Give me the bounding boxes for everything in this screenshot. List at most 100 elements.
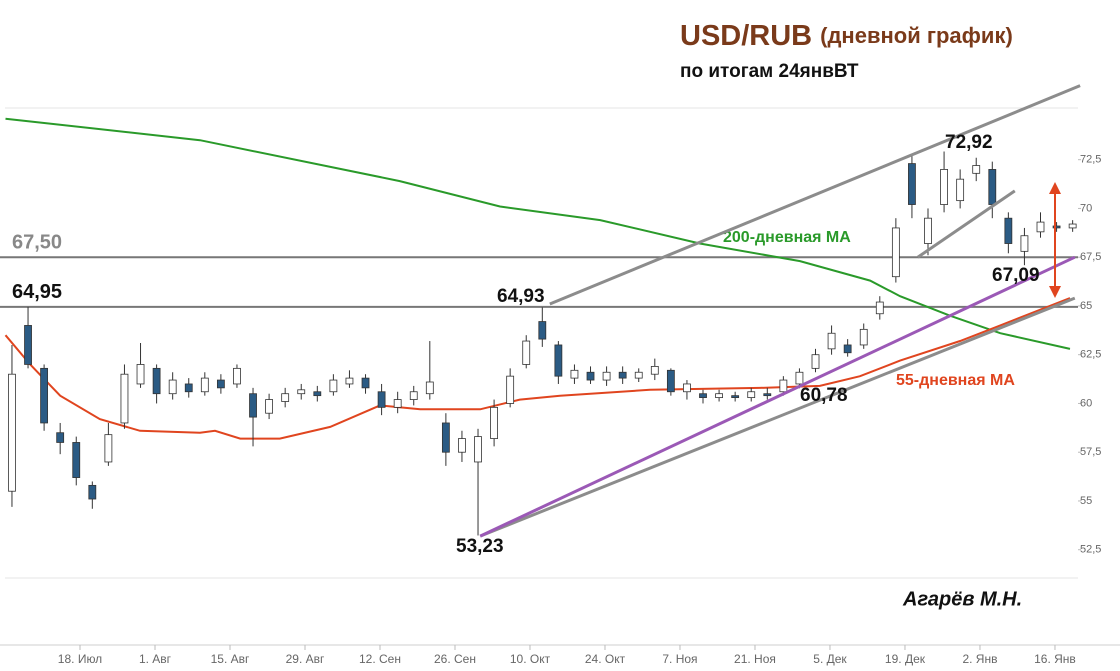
candle-body — [827, 332, 836, 350]
candle-body — [811, 354, 820, 369]
x-tick-label: 29. Авг — [286, 652, 325, 666]
candle-body — [843, 344, 852, 354]
candle-body — [763, 393, 772, 397]
level-label: 67,50 — [12, 231, 62, 253]
candle-body — [249, 393, 257, 418]
x-tick-label: 7. Ноя — [662, 652, 697, 666]
moving-average — [4, 297, 1071, 440]
candle-body — [458, 438, 466, 453]
candle-body — [586, 371, 595, 381]
candle-body — [72, 442, 81, 478]
candle-body — [377, 391, 386, 408]
candle-body — [650, 366, 659, 375]
candle-body — [329, 379, 338, 393]
candle-body — [474, 436, 482, 463]
x-tick-label: 2. Янв — [962, 652, 997, 666]
candle-body — [233, 367, 241, 385]
candle-body — [120, 373, 129, 424]
candle-body — [1052, 225, 1061, 229]
candle-body — [522, 340, 531, 365]
candle-body — [666, 369, 675, 393]
price-annotation: 64,93 — [497, 286, 545, 307]
candle-body — [104, 434, 113, 463]
chart-title: USD/RUB (дневной график) — [680, 20, 1013, 52]
candle-body — [1020, 235, 1029, 252]
candle-body — [56, 432, 65, 443]
candle-body — [88, 484, 97, 500]
y-tick-label: 52,5 — [1080, 544, 1101, 556]
candle-body — [618, 371, 627, 379]
trend-line — [549, 84, 1081, 306]
trend-line — [479, 296, 1076, 538]
candle-body — [490, 406, 498, 439]
y-tick-label: 62,5 — [1080, 349, 1101, 361]
candle-body — [136, 364, 145, 385]
x-tick-label: 10. Окт — [510, 652, 551, 666]
candle-body — [409, 391, 418, 400]
candle-body — [152, 367, 161, 395]
candle-body — [715, 393, 723, 399]
price-annotation: 53,23 — [456, 536, 504, 557]
y-tick-label: 55 — [1080, 495, 1092, 507]
x-tick-label: 12. Сен — [359, 652, 401, 666]
author: Агарёв М.Н. — [902, 588, 1022, 610]
candle-body — [634, 371, 643, 379]
price-annotation: 72,92 — [945, 132, 993, 153]
candle-body — [779, 379, 788, 393]
candle-body — [940, 169, 948, 205]
candle-body — [699, 393, 707, 399]
x-tick-label: 26. Сен — [434, 652, 476, 666]
candle-body — [795, 371, 804, 385]
x-tick-label: 5. Дек — [813, 652, 847, 666]
candle-body — [1036, 221, 1045, 233]
candle-body — [891, 227, 900, 278]
candle-body — [683, 383, 691, 393]
subtitle: по итогам 24янвВТ — [680, 61, 859, 82]
candle-body — [40, 367, 49, 424]
candle-body — [8, 373, 16, 492]
candle-body — [747, 391, 756, 399]
price-annotation: 60,78 — [800, 385, 848, 406]
candle-body — [265, 399, 273, 414]
title-note: (дневной график) — [820, 23, 1013, 48]
candle-body — [570, 369, 579, 379]
candle-body — [168, 379, 177, 395]
candle-body — [441, 422, 450, 453]
candle-body — [956, 178, 965, 202]
y-tick-label: 70 — [1080, 202, 1092, 214]
candle-body — [538, 321, 547, 340]
x-tick-label: 15. Авг — [211, 652, 250, 666]
candle-body — [184, 383, 193, 393]
candle-body — [924, 217, 932, 244]
candle-body — [506, 375, 515, 404]
range-arrow — [1049, 182, 1061, 298]
candle-body — [908, 163, 916, 205]
title-main: USD/RUB — [680, 20, 812, 52]
candle-body — [361, 377, 370, 389]
candle-body — [731, 395, 740, 399]
x-tick-label: 16. Янв — [1034, 652, 1076, 666]
candle-body — [988, 169, 997, 205]
candle-body — [281, 393, 290, 402]
candle-body — [425, 381, 434, 395]
price-annotation: 67,09 — [992, 265, 1040, 286]
moving-average — [5, 117, 1071, 350]
candle-body — [297, 389, 306, 395]
candle-body — [602, 371, 611, 381]
x-tick-label: 1. Авг — [139, 652, 172, 666]
y-tick-label: 72,5 — [1080, 154, 1101, 166]
candle-body — [972, 165, 981, 174]
ma-label: 200-дневная MA — [723, 229, 851, 246]
candle-body — [859, 328, 868, 346]
x-tick-label: 19. Дек — [885, 652, 926, 666]
candle-body — [216, 379, 225, 389]
candle-body — [554, 344, 563, 377]
trend-line — [479, 255, 1076, 538]
level-label: 64,95 — [12, 281, 62, 303]
y-tick-label: 60 — [1080, 397, 1092, 409]
x-tick-label: 21. Ноя — [734, 652, 776, 666]
candle-body — [345, 377, 354, 385]
y-tick-label: 65 — [1080, 300, 1092, 312]
candle-body — [313, 391, 322, 397]
